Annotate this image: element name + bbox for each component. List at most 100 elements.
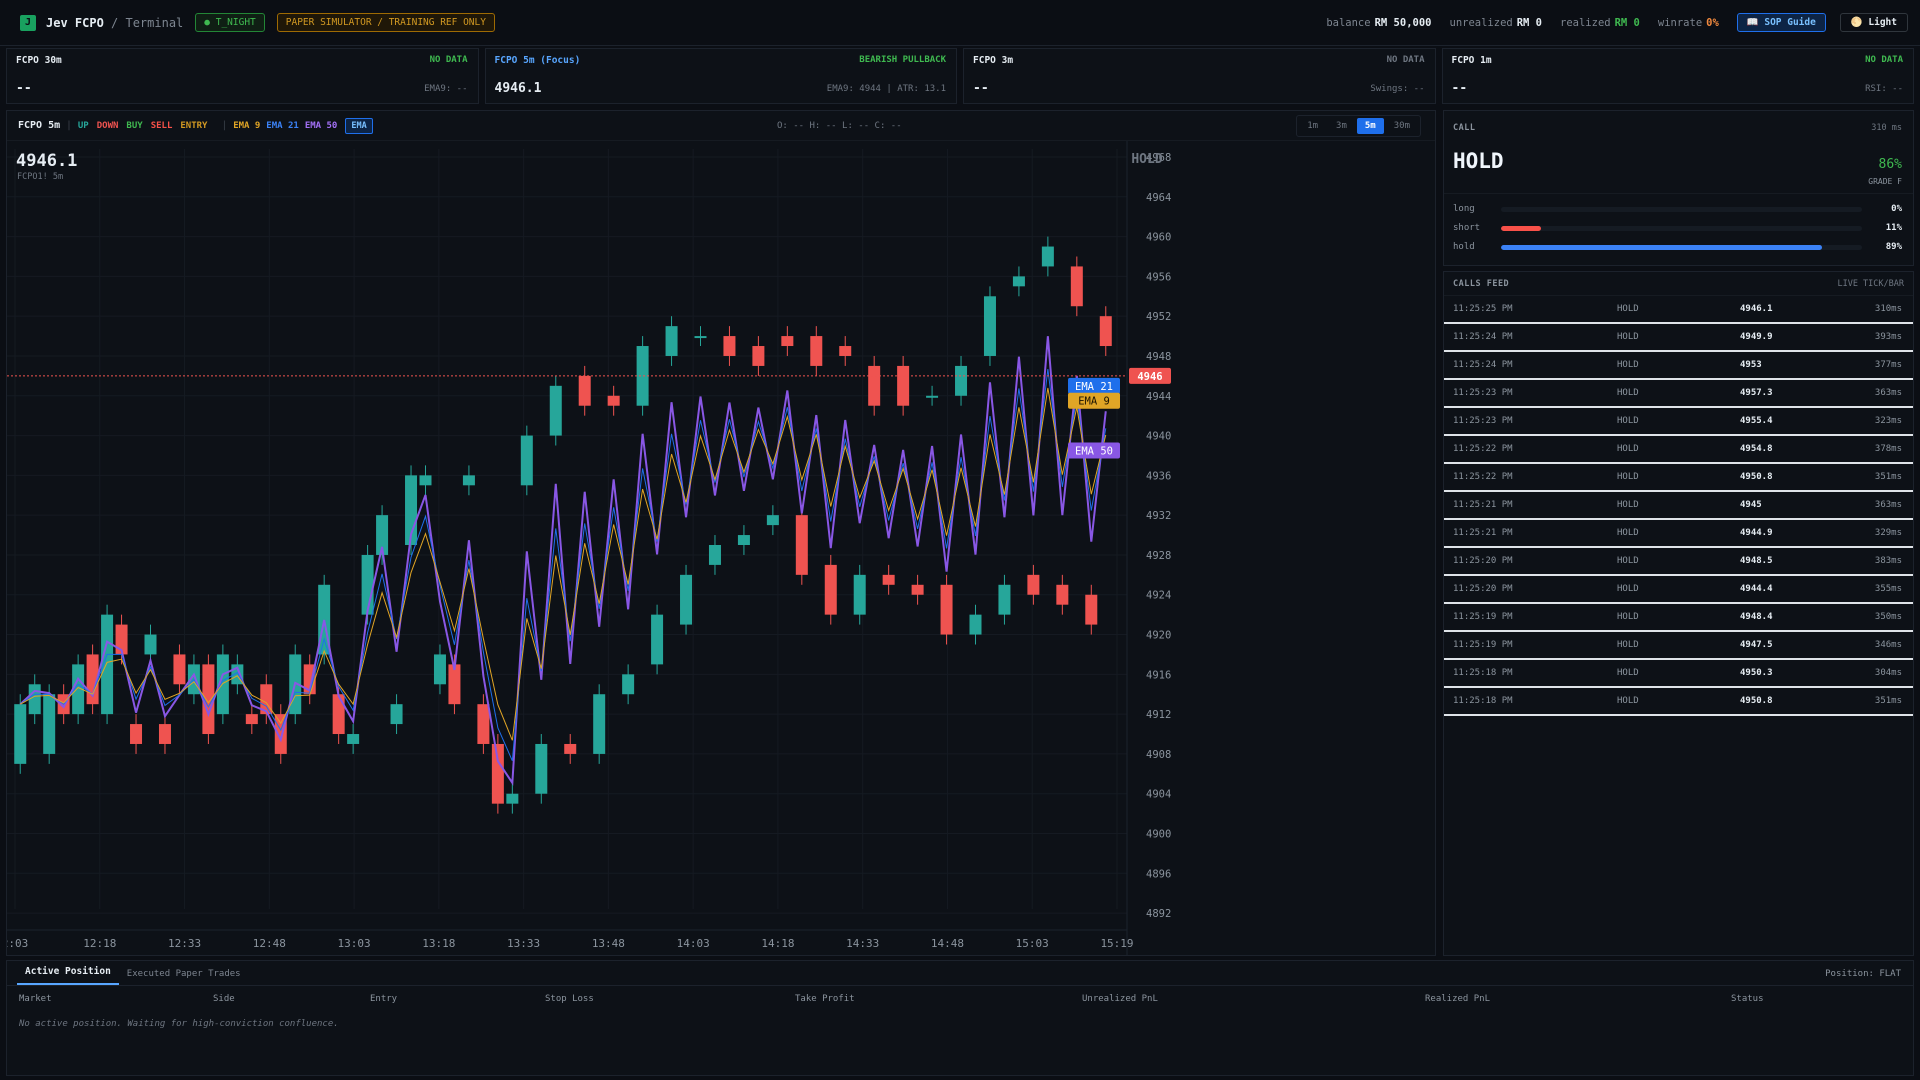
feed-row[interactable]: 11:25:18 PM HOLD 4950.8 351ms — [1444, 688, 1913, 716]
feed-row[interactable]: 11:25:24 PM HOLD 4953 377ms — [1444, 352, 1913, 380]
x-tick-label: 12:18 — [83, 937, 116, 950]
x-tick-label: 13:03 — [338, 937, 371, 950]
chart-last-price: 4946.1 — [16, 151, 78, 171]
call-watermark: HOLD — [1131, 152, 1162, 167]
feed-call: HOLD — [1617, 388, 1639, 398]
tab-executed-trades[interactable]: Executed Paper Trades — [126, 969, 241, 979]
candle-body — [549, 385, 562, 436]
candle-body — [506, 793, 519, 804]
ema-toggle-button[interactable]: EMA — [345, 117, 373, 134]
prob-track — [1501, 225, 1862, 231]
feed-time: 11:25:22 PM — [1453, 444, 1513, 454]
candle-body — [622, 674, 635, 695]
feed-row[interactable]: 11:25:20 PM HOLD 4948.5 383ms — [1444, 548, 1913, 576]
feed-row[interactable]: 11:25:18 PM HOLD 4950.3 304ms — [1444, 660, 1913, 688]
feed-time: 11:25:24 PM — [1453, 332, 1513, 342]
tf-3m-button[interactable]: 3m — [1336, 121, 1347, 131]
feed-latency: 377ms — [1874, 360, 1902, 370]
col-entry: Entry — [370, 994, 398, 1004]
feed-time: 11:25:23 PM — [1453, 388, 1513, 398]
unrealized-label: unrealized — [1449, 16, 1513, 29]
realized-value: RM 0 — [1614, 16, 1640, 29]
feed-row[interactable]: 11:25:20 PM HOLD 4944.4 355ms — [1444, 576, 1913, 604]
y-tick-label: 4892 — [1146, 908, 1171, 920]
y-tick-label: 4948 — [1146, 351, 1171, 363]
feed-row[interactable]: 11:25:21 PM HOLD 4944.9 329ms — [1444, 520, 1913, 548]
feed-time: 11:25:18 PM — [1453, 696, 1513, 706]
feed-price: 4954.8 — [1740, 444, 1773, 454]
ohlc-readout: O: -- H: -- L: -- C: -- — [777, 121, 902, 131]
ema-tag — [1068, 442, 1120, 459]
candle-body — [158, 724, 171, 744]
feed-call: HOLD — [1617, 500, 1639, 510]
tile-fcpo-30m[interactable]: FCPO 30m NO DATA -- EMA9: -- — [6, 48, 479, 104]
feed-latency: 350ms — [1874, 612, 1902, 622]
col-side: Side — [213, 994, 235, 1004]
realized-label: realized — [1560, 16, 1611, 29]
tf-1m-button[interactable]: 1m — [1307, 121, 1319, 131]
candle-body — [376, 515, 389, 555]
candle-body — [115, 624, 128, 655]
candle-body — [578, 375, 591, 406]
call-panel: CALL 310 ms HOLD 86% GRADE F long 0% sho… — [1443, 110, 1914, 266]
feed-call: HOLD — [1617, 612, 1639, 622]
feed-price: 4950.8 — [1740, 696, 1773, 706]
feed-row[interactable]: 11:25:24 PM HOLD 4949.9 393ms — [1444, 324, 1913, 352]
candle-body — [390, 704, 403, 725]
chart-symbol: FCPO 5m — [18, 120, 61, 131]
candle-body — [564, 743, 577, 754]
x-tick-label: 12:33 — [168, 937, 201, 950]
candle-body — [173, 654, 186, 685]
candle-body — [680, 574, 693, 625]
feed-row[interactable]: 11:25:22 PM HOLD 4954.8 378ms — [1444, 436, 1913, 464]
feed-call: HOLD — [1617, 668, 1639, 678]
legend-entry: ENTRY — [180, 120, 208, 131]
feed-row[interactable]: 11:25:22 PM HOLD 4950.8 351ms — [1444, 464, 1913, 492]
empty-position-message: No active position. Waiting for high-con… — [19, 1019, 339, 1029]
tab-active-position[interactable]: Active Position — [17, 966, 119, 985]
tile-fcpo-5m[interactable]: FCPO 5m (Focus) BEARISH PULLBACK 4946.1 … — [484, 48, 957, 104]
col-realized-pnl: Realized PnL — [1425, 994, 1491, 1004]
feed-row[interactable]: 11:25:19 PM HOLD 4948.4 350ms — [1444, 604, 1913, 632]
feed-row[interactable]: 11:25:23 PM HOLD 4955.4 323ms — [1444, 408, 1913, 436]
candle-body — [708, 545, 721, 565]
candle-body — [955, 365, 968, 396]
theme-toggle-button[interactable]: 🌕 Light — [1839, 13, 1908, 32]
call-confidence: 86% — [1878, 157, 1902, 172]
tile-fcpo-1m[interactable]: FCPO 1m NO DATA -- RSI: -- — [1441, 48, 1914, 104]
candle-body — [1027, 574, 1040, 595]
col-status: Status — [1731, 994, 1764, 1004]
legend-sell: SELL — [150, 120, 173, 131]
feed-row[interactable]: 11:25:21 PM HOLD 4945 363ms — [1444, 492, 1913, 520]
candle-body — [332, 694, 345, 735]
y-tick-label: 4920 — [1146, 630, 1171, 642]
divider — [1444, 193, 1913, 194]
candle-body — [1070, 266, 1083, 307]
candle-body — [926, 395, 939, 398]
y-tick-label: 4928 — [1146, 550, 1171, 562]
feed-title: CALLS FEED — [1453, 278, 1510, 289]
tf-30m-button[interactable]: 30m — [1393, 121, 1410, 131]
feed-row[interactable]: 11:25:23 PM HOLD 4957.3 363ms — [1444, 380, 1913, 408]
sop-guide-button[interactable]: 📖 SOP Guide — [1736, 13, 1826, 32]
feed-price: 4947.5 — [1740, 640, 1773, 650]
balance-label: balance — [1326, 16, 1371, 29]
ema9-line — [19, 387, 1107, 741]
feed-row[interactable]: 11:25:25 PM HOLD 4946.1 310ms — [1444, 296, 1913, 324]
price-chart[interactable]: 4892 4896 4900 4904 4908 4912 4916 4920 4924 4928… — [7, 141, 1435, 956]
y-tick-label: 4936 — [1146, 470, 1171, 482]
feed-latency: 363ms — [1874, 500, 1902, 510]
feed-row[interactable]: 11:25:19 PM HOLD 4947.5 346ms — [1444, 632, 1913, 660]
tf-5m-button[interactable]: 5m — [1356, 118, 1384, 134]
chart-panel: FCPO 5m | UP DOWN BUY SELL ENTRY | EMA 9… — [6, 110, 1436, 956]
candle-body — [43, 694, 56, 754]
candle-body — [651, 614, 664, 665]
chart-symbol-sub: FCPO1! 5m — [17, 172, 64, 182]
ema-tag — [1068, 392, 1120, 409]
x-tick-label: 15:03 — [1016, 937, 1049, 950]
calls-feed: CALLS FEED LIVE TICK/BAR 11:25:25 PM HOLD… — [1443, 271, 1914, 956]
y-tick-label: 4932 — [1146, 510, 1171, 522]
tile-title: FCPO 30m — [16, 55, 62, 66]
tile-fcpo-3m[interactable]: FCPO 3m NO DATA -- Swings: -- — [963, 48, 1436, 104]
prob-label: long — [1453, 204, 1475, 214]
